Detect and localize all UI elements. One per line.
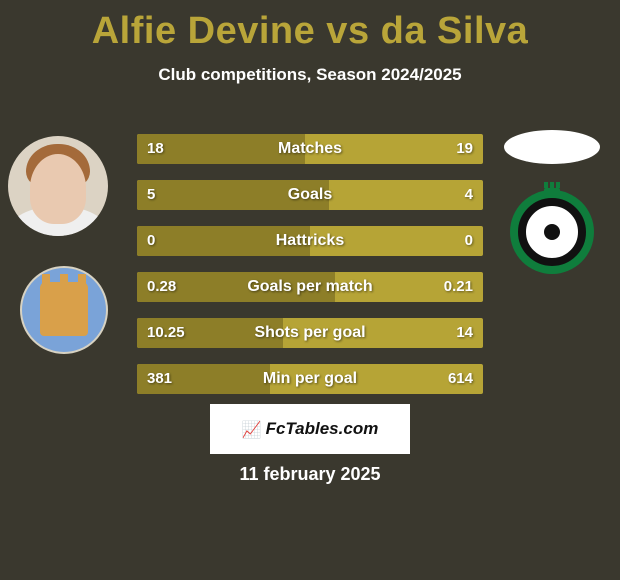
stat-row: 10.2514Shots per goal [137, 318, 483, 348]
stat-value-right: 0 [465, 226, 473, 256]
stat-row-fill [137, 364, 270, 394]
stats-panel: 1819Matches 54Goals 00Hattricks 0.280.21Goa… [137, 134, 483, 410]
stat-value-right: 4 [465, 180, 473, 210]
stat-row-fill [137, 134, 305, 164]
player1-club-badge [20, 266, 108, 354]
brand-icon: 📈 [242, 406, 262, 456]
page-root: Alfie Devine vs da Silva Club competitio… [0, 10, 620, 580]
stat-row-fill [137, 226, 310, 256]
stat-row: 54Goals [137, 180, 483, 210]
stat-value-right: 14 [456, 318, 473, 348]
stat-row: 00Hattricks [137, 226, 483, 256]
player2-club-badge [510, 190, 594, 274]
footer-date: 11 february 2025 [0, 464, 620, 485]
stat-row: 1819Matches [137, 134, 483, 164]
player1-avatar [8, 136, 108, 236]
stat-value-right: 19 [456, 134, 473, 164]
stat-row-fill [137, 318, 283, 348]
page-title: Alfie Devine vs da Silva [0, 10, 620, 53]
stat-row: 0.280.21Goals per match [137, 272, 483, 302]
brand-text: FcTables.com [266, 419, 379, 438]
stat-value-right: 0.21 [444, 272, 473, 302]
left-column [8, 136, 112, 354]
right-column [502, 130, 602, 274]
page-subtitle: Club competitions, Season 2024/2025 [0, 65, 620, 85]
stat-row-fill [137, 180, 329, 210]
brand-badge: 📈FcTables.com [210, 404, 410, 454]
stat-value-right: 614 [448, 364, 473, 394]
player2-avatar-placeholder [504, 130, 600, 164]
stat-row: 381614Min per goal [137, 364, 483, 394]
stat-row-fill [137, 272, 335, 302]
